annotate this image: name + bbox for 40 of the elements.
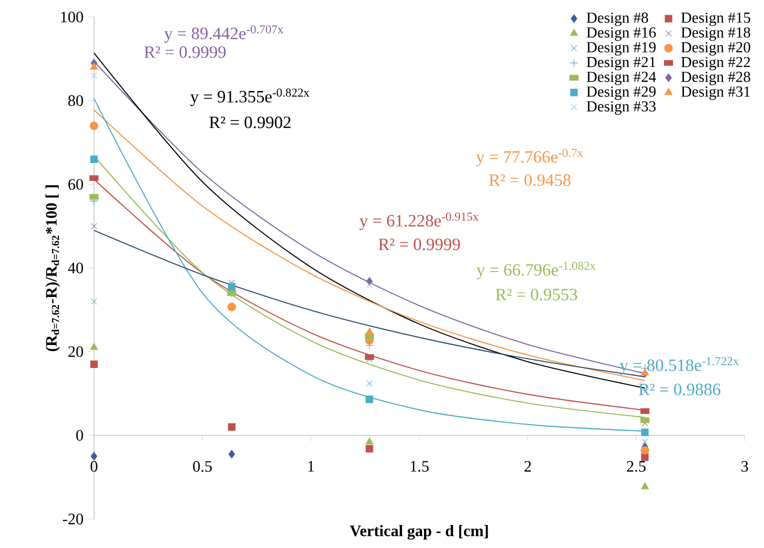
y-tick-label: 100 [61,12,84,22]
legend-label: Design #8 [586,12,648,26]
y-tick-label: 40 [68,262,84,274]
legend-label: Design #21 [586,56,656,70]
legend-label: Design #18 [681,27,750,41]
x-tick-label: 0 [90,461,98,472]
legend-label: Design #31 [681,86,750,100]
x-tick-label: 1.5 [410,461,429,472]
legend-label: Design #29 [586,86,656,100]
y-tick-label: 20 [68,346,84,358]
annotation: y = 89.442e$^{-0.707x}$ [164,25,284,43]
annotation: y = 61.228e$^{-0.915x}$ [360,212,479,230]
legend-label: Design #19 [586,42,656,56]
legend-label: Design #22 [681,56,750,70]
annotation: R² = 0.9999 [144,46,226,58]
annotation: y = 77.766e$^{-0.7x}$ [476,148,584,166]
legend-label: Design #24 [586,72,656,86]
y-tick-label: -20 [62,514,84,524]
annotation: R² = 0.9999 [378,238,460,250]
x-tick-label: 0.5 [193,461,212,472]
x-tick-label: 1 [308,461,314,472]
annotation: y = 91.355e$^{-0.822x}$ [190,88,310,106]
legend-label: Design #28 [681,72,750,86]
annotation: R² = 0.9458 [489,174,571,186]
x-tick-label: 2.5 [626,461,646,472]
y-tick-label: 80 [68,95,84,106]
x-tick-label: 3 [741,461,748,472]
annotation: R² = 0.9902 [209,116,290,128]
x-axis-title: Vertical gap - d [cm] [350,525,488,540]
x-tick-label: 2 [524,461,531,472]
legend-label: Design #20 [681,42,750,56]
annotation: y = 66.796e$^{-1.082x}$ [476,262,596,280]
y-axis-title: (R$_{d=7.62}$-R)/R$_{d=7.62}$*100 [ ] [46,185,60,352]
y-tick-label: 60 [68,178,84,190]
annotation: R² = 0.9553 [496,288,578,300]
annotation: R² = 0.9886 [638,384,720,396]
y-tick-label: 0 [76,430,84,441]
legend-label: Design #15 [681,12,750,26]
legend-label: Design #16 [586,27,656,41]
legend-label: Design #33 [586,101,656,115]
